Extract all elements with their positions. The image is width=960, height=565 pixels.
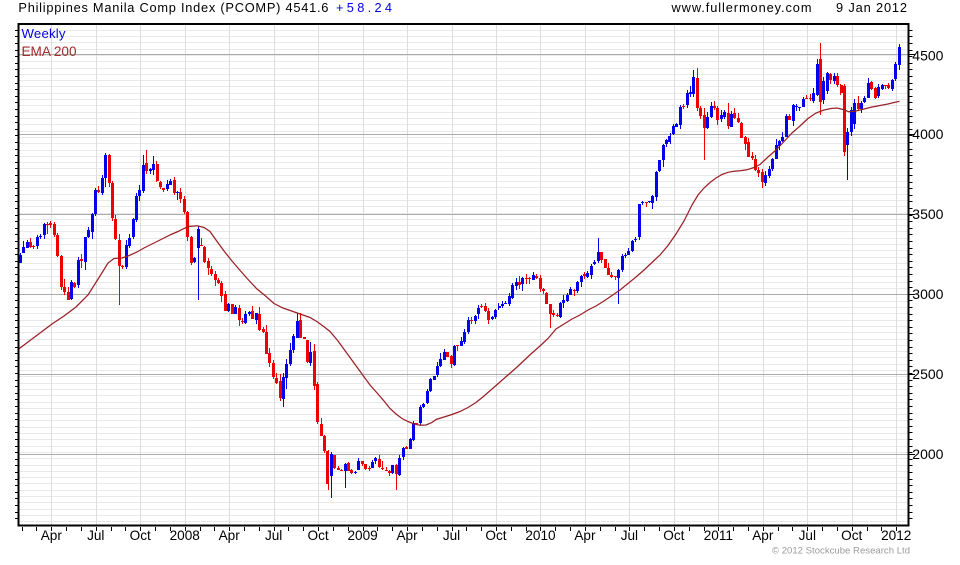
- svg-text:Oct: Oct: [130, 528, 151, 543]
- svg-text:+58.24: +58.24: [336, 0, 392, 15]
- svg-text:2008: 2008: [170, 528, 200, 543]
- svg-text:Apr: Apr: [574, 528, 596, 543]
- svg-text:Apr: Apr: [396, 528, 418, 543]
- svg-text:Oct: Oct: [485, 528, 506, 543]
- svg-text:Oct: Oct: [841, 528, 862, 543]
- svg-text:2000: 2000: [912, 446, 943, 462]
- svg-text:2012: 2012: [881, 528, 911, 543]
- svg-text:Philippines Manila Comp Index: Philippines Manila Comp Index (PCOMP) 45…: [18, 0, 328, 15]
- svg-text:2011: 2011: [704, 528, 733, 543]
- svg-text:2009: 2009: [347, 528, 377, 543]
- svg-text:www.fullermoney.com: www.fullermoney.com: [671, 0, 812, 15]
- svg-text:Jul: Jul: [443, 528, 460, 543]
- svg-text:Oct: Oct: [663, 528, 684, 543]
- svg-text:Weekly: Weekly: [22, 26, 66, 41]
- svg-text:2500: 2500: [912, 366, 943, 382]
- svg-text:Apr: Apr: [219, 528, 241, 543]
- svg-text:Jul: Jul: [87, 528, 104, 543]
- svg-text:4500: 4500: [912, 48, 943, 64]
- svg-text:Jul: Jul: [799, 528, 816, 543]
- svg-text:Apr: Apr: [41, 528, 63, 543]
- svg-text:3000: 3000: [912, 286, 943, 302]
- svg-text:4000: 4000: [912, 126, 943, 142]
- svg-text:© 2012 Stockcube Research Ltd: © 2012 Stockcube Research Ltd: [772, 546, 910, 557]
- svg-text:Apr: Apr: [752, 528, 774, 543]
- svg-text:2010: 2010: [525, 528, 556, 543]
- svg-text:Jul: Jul: [621, 528, 638, 543]
- svg-text:3500: 3500: [912, 206, 943, 222]
- svg-text:9 Jan 2012: 9 Jan 2012: [836, 0, 907, 15]
- svg-text:Jul: Jul: [265, 528, 282, 543]
- svg-text:EMA 200: EMA 200: [22, 44, 77, 59]
- svg-text:Oct: Oct: [308, 528, 329, 543]
